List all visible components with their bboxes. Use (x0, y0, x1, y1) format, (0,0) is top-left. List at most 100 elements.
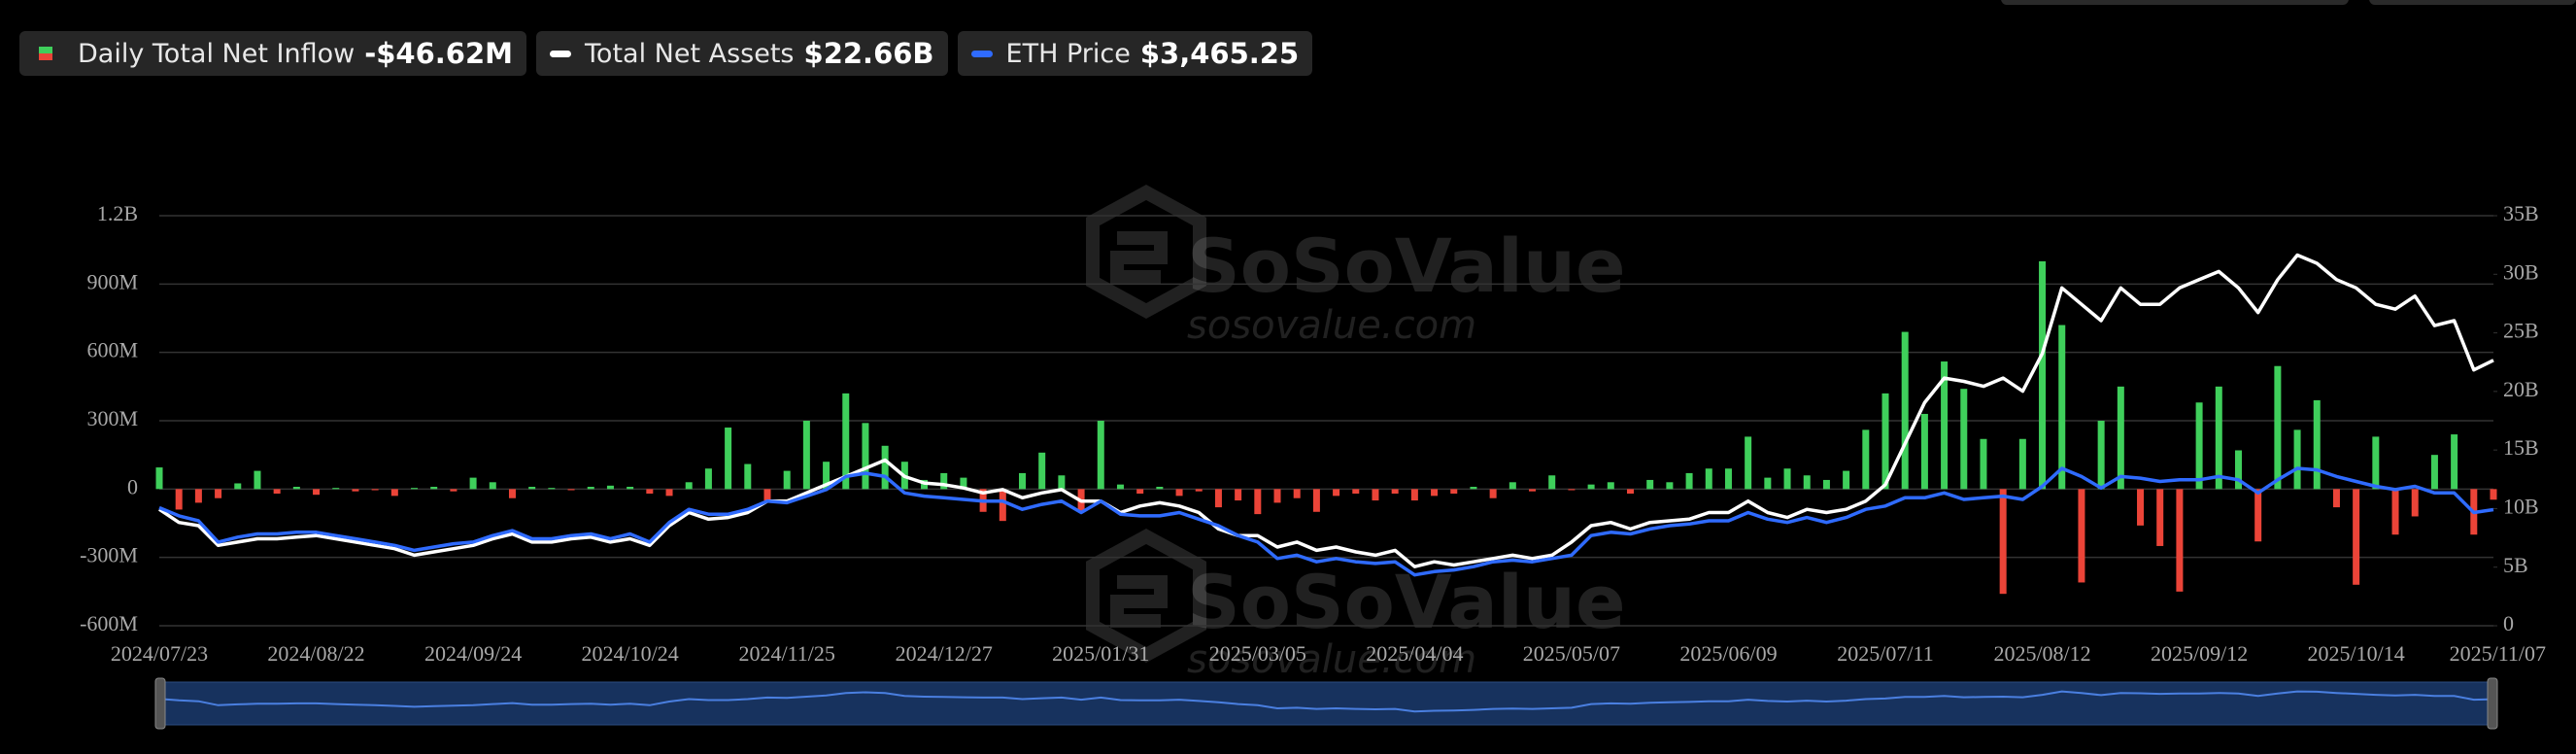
y2-tick-label: 20B (2503, 377, 2539, 401)
legend-value: $22.66B (803, 37, 934, 70)
bar (1705, 468, 1712, 490)
bar (646, 489, 654, 495)
bar (1803, 475, 1811, 490)
bar (704, 468, 712, 490)
bar (1548, 475, 1556, 490)
y-tick-label: 0 (127, 474, 138, 498)
bar (1529, 489, 1537, 492)
bar (2078, 489, 2085, 583)
legend-icon (550, 50, 572, 57)
x-tick-label: 2024/08/22 (267, 641, 364, 666)
bar (1038, 452, 1046, 490)
bar (2039, 260, 2047, 490)
legend-item[interactable]: ETH Price $3,465.25 (957, 31, 1313, 76)
bar (1607, 482, 1614, 490)
bar (489, 482, 496, 490)
bar (528, 486, 536, 490)
bar (2195, 402, 2203, 490)
bar (665, 489, 673, 497)
legend-item[interactable]: Total Net Assets $22.66B (536, 31, 948, 76)
y2-tick-label: 15B (2503, 435, 2539, 460)
bar (2332, 489, 2340, 508)
bar (1156, 486, 1164, 490)
bar (1724, 468, 1732, 490)
navigator-handle[interactable] (2487, 677, 2498, 730)
bar (1470, 486, 1477, 490)
bar (1941, 361, 1949, 490)
bar (1587, 484, 1595, 490)
bar (2117, 386, 2124, 490)
y-tick-label: -300M (80, 543, 138, 567)
x-tick-label: 2025/09/12 (2151, 641, 2248, 666)
bar (390, 489, 398, 497)
bar (430, 486, 438, 490)
bar (1901, 331, 1909, 490)
bar (842, 393, 850, 490)
bar (2215, 386, 2222, 490)
x-tick-label: 2025/03/05 (1209, 641, 1306, 666)
bar (1508, 482, 1516, 490)
bar (606, 485, 614, 490)
y2-tick-label: 5B (2503, 553, 2528, 577)
y-tick-label: 600M (86, 338, 138, 362)
bar (352, 489, 359, 492)
y2-tick-label: 25B (2503, 319, 2539, 343)
bar (1764, 477, 1772, 490)
bar (2176, 489, 2184, 592)
bar (1881, 393, 1889, 490)
bar (1666, 482, 1674, 490)
bar (802, 421, 810, 490)
bar (2058, 325, 2066, 490)
x-tick-label: 2024/09/24 (424, 641, 522, 666)
navigator[interactable] (158, 681, 2494, 726)
bar (783, 470, 791, 490)
bar (862, 423, 869, 490)
bar (587, 486, 594, 490)
bar (1195, 489, 1203, 492)
bar (2274, 365, 2282, 490)
bar (1019, 472, 1027, 490)
bar (292, 486, 300, 490)
bar (2293, 429, 2301, 490)
bar (1312, 489, 1320, 512)
y-tick-label: 1.2B (97, 201, 138, 225)
bar (2490, 489, 2497, 500)
bar (469, 477, 477, 490)
bar (1568, 489, 1576, 491)
bar (763, 489, 771, 501)
line (158, 253, 2494, 568)
bar (1450, 489, 1458, 495)
bar (1685, 472, 1693, 490)
toolbar-button[interactable] (2001, 0, 2349, 5)
legend-item[interactable]: Daily Total Net Inflow -$46.62M (19, 31, 527, 76)
x-tick-label: 2024/07/23 (111, 641, 208, 666)
bar (1822, 479, 1830, 490)
toolbar-button[interactable] (2369, 0, 2576, 5)
bar (1293, 489, 1301, 498)
x-tick-label: 2024/11/25 (738, 641, 834, 666)
bar (1783, 468, 1791, 490)
navigator-handle[interactable] (154, 677, 166, 730)
bar (999, 489, 1006, 522)
legend-icon (39, 47, 52, 60)
bar (1410, 489, 1418, 501)
bar (2372, 436, 2380, 490)
bar (627, 486, 634, 490)
bar (1254, 489, 1262, 515)
bar (1058, 475, 1066, 490)
y2-tick-label: 30B (2503, 259, 2539, 284)
bar (567, 489, 575, 491)
bar (2137, 489, 2145, 526)
bar (1372, 489, 1379, 501)
legend-label: Total Net Assets (585, 38, 795, 69)
watermark-text: SoSoValue (1187, 223, 1626, 309)
bar (332, 488, 340, 490)
bar (2156, 489, 2164, 546)
x-tick-label: 2025/01/31 (1052, 641, 1149, 666)
bar (1273, 489, 1281, 503)
watermark-text: SoSoValue (1187, 559, 1626, 645)
bar (371, 489, 379, 491)
bar (1745, 436, 1752, 490)
